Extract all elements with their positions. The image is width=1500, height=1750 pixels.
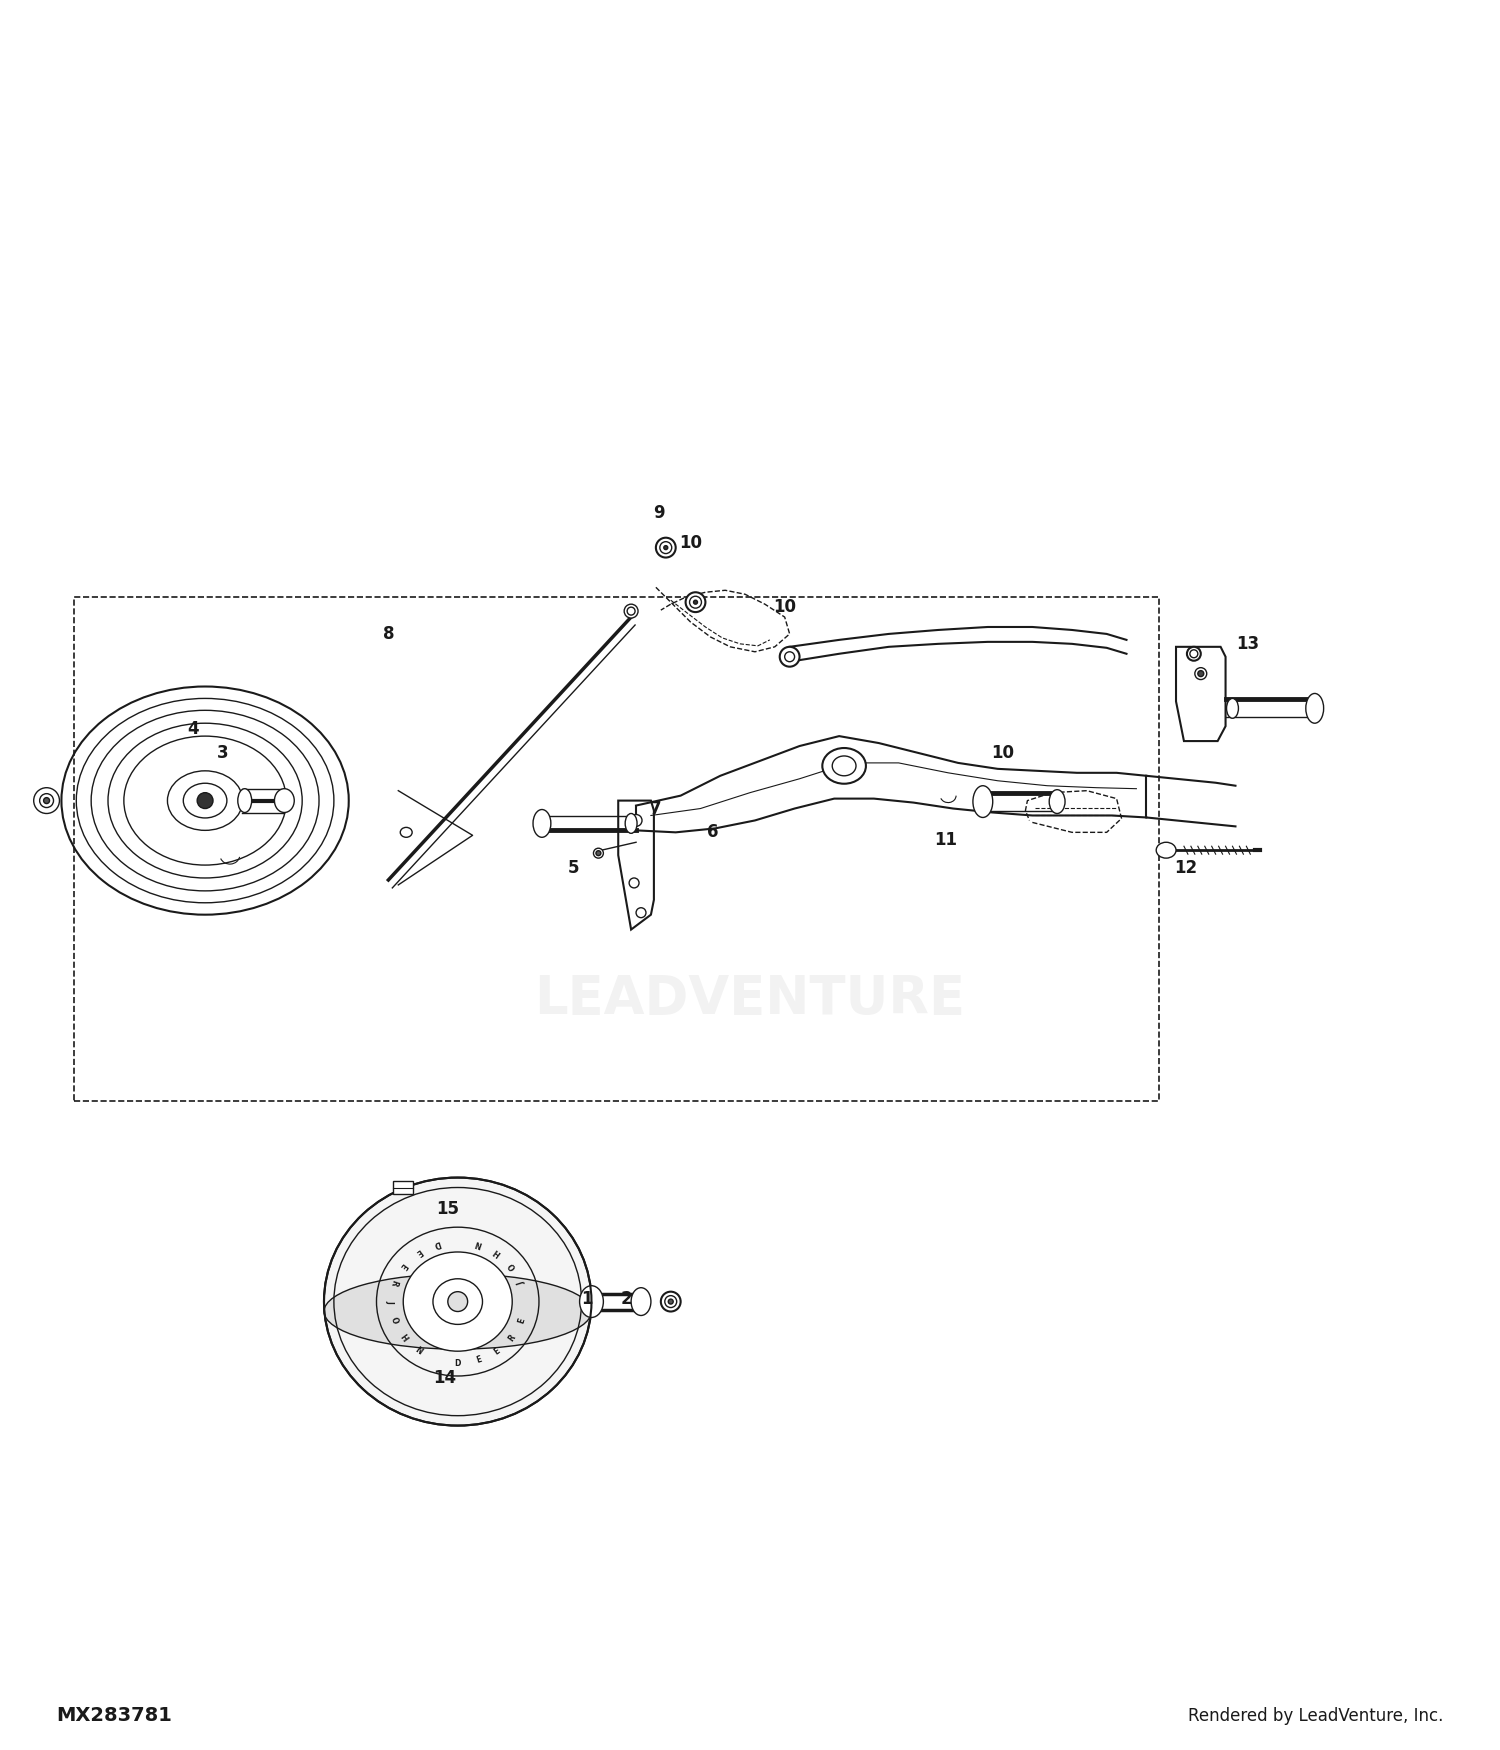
Circle shape <box>690 597 702 609</box>
Text: R: R <box>388 1279 399 1286</box>
Ellipse shape <box>404 1251 512 1351</box>
Text: 13: 13 <box>1236 635 1258 653</box>
Text: N: N <box>413 1346 423 1356</box>
Circle shape <box>33 788 60 814</box>
Ellipse shape <box>822 747 866 784</box>
Ellipse shape <box>974 786 993 817</box>
Circle shape <box>662 1292 681 1311</box>
Ellipse shape <box>1227 698 1239 717</box>
Text: 4: 4 <box>188 721 200 738</box>
Circle shape <box>624 604 638 618</box>
Text: 5: 5 <box>568 859 579 877</box>
Ellipse shape <box>626 814 638 833</box>
Circle shape <box>636 908 646 917</box>
Circle shape <box>39 794 54 807</box>
Text: MX283781: MX283781 <box>57 1706 172 1726</box>
Circle shape <box>627 607 634 614</box>
Text: E: E <box>516 1316 526 1325</box>
Text: O: O <box>388 1316 399 1325</box>
Circle shape <box>660 542 672 553</box>
Text: E: E <box>414 1246 423 1256</box>
Ellipse shape <box>400 828 412 836</box>
Text: 9: 9 <box>652 504 664 522</box>
Text: 15: 15 <box>436 1200 459 1218</box>
Text: 3: 3 <box>217 744 228 761</box>
Ellipse shape <box>1156 842 1176 858</box>
Text: R: R <box>507 1334 518 1342</box>
Ellipse shape <box>1048 789 1065 814</box>
Text: D: D <box>454 1358 460 1367</box>
Ellipse shape <box>532 810 550 836</box>
Circle shape <box>1196 668 1206 679</box>
Text: O: O <box>507 1260 518 1270</box>
Circle shape <box>669 1298 674 1304</box>
Ellipse shape <box>1306 693 1323 723</box>
Circle shape <box>594 849 603 858</box>
Bar <box>74 597 1158 1101</box>
Ellipse shape <box>183 784 226 817</box>
Circle shape <box>693 600 698 604</box>
Text: H: H <box>492 1246 502 1258</box>
FancyBboxPatch shape <box>393 1181 412 1195</box>
Circle shape <box>656 537 675 558</box>
Circle shape <box>596 850 602 856</box>
Text: 2: 2 <box>621 1290 632 1307</box>
Circle shape <box>448 1292 468 1311</box>
Ellipse shape <box>833 756 856 775</box>
Ellipse shape <box>238 789 252 812</box>
Text: H: H <box>398 1332 410 1342</box>
Text: Rendered by LeadVenture, Inc.: Rendered by LeadVenture, Inc. <box>1188 1708 1443 1726</box>
Ellipse shape <box>433 1279 483 1325</box>
Text: 11: 11 <box>934 831 957 849</box>
Text: 6: 6 <box>706 822 718 842</box>
Circle shape <box>664 1295 676 1307</box>
Text: J: J <box>518 1279 526 1284</box>
Text: J: J <box>386 1300 394 1304</box>
Circle shape <box>44 798 50 803</box>
Text: 10: 10 <box>992 744 1014 761</box>
Text: 7: 7 <box>650 800 662 817</box>
Ellipse shape <box>632 1288 651 1316</box>
Text: 1: 1 <box>580 1290 592 1307</box>
Text: 8: 8 <box>382 625 394 642</box>
Ellipse shape <box>324 1274 591 1349</box>
Circle shape <box>780 648 800 667</box>
Text: LEADVENTURE: LEADVENTURE <box>534 973 966 1026</box>
Text: E: E <box>492 1346 502 1356</box>
Circle shape <box>784 651 795 662</box>
Circle shape <box>196 793 213 808</box>
Text: 12: 12 <box>1174 859 1197 877</box>
Circle shape <box>1190 649 1198 658</box>
Circle shape <box>628 878 639 887</box>
Text: E: E <box>474 1354 483 1365</box>
Circle shape <box>630 814 642 826</box>
Circle shape <box>1186 648 1202 662</box>
Circle shape <box>664 546 668 550</box>
Ellipse shape <box>324 1178 591 1426</box>
Text: N: N <box>474 1237 483 1248</box>
Text: 14: 14 <box>433 1368 456 1388</box>
Text: E: E <box>398 1260 408 1270</box>
Text: 10: 10 <box>680 534 702 551</box>
Text: D: D <box>432 1237 441 1248</box>
Ellipse shape <box>274 789 294 812</box>
Circle shape <box>1198 670 1204 677</box>
Text: 10: 10 <box>772 598 796 616</box>
Circle shape <box>686 592 705 612</box>
Ellipse shape <box>579 1286 603 1318</box>
